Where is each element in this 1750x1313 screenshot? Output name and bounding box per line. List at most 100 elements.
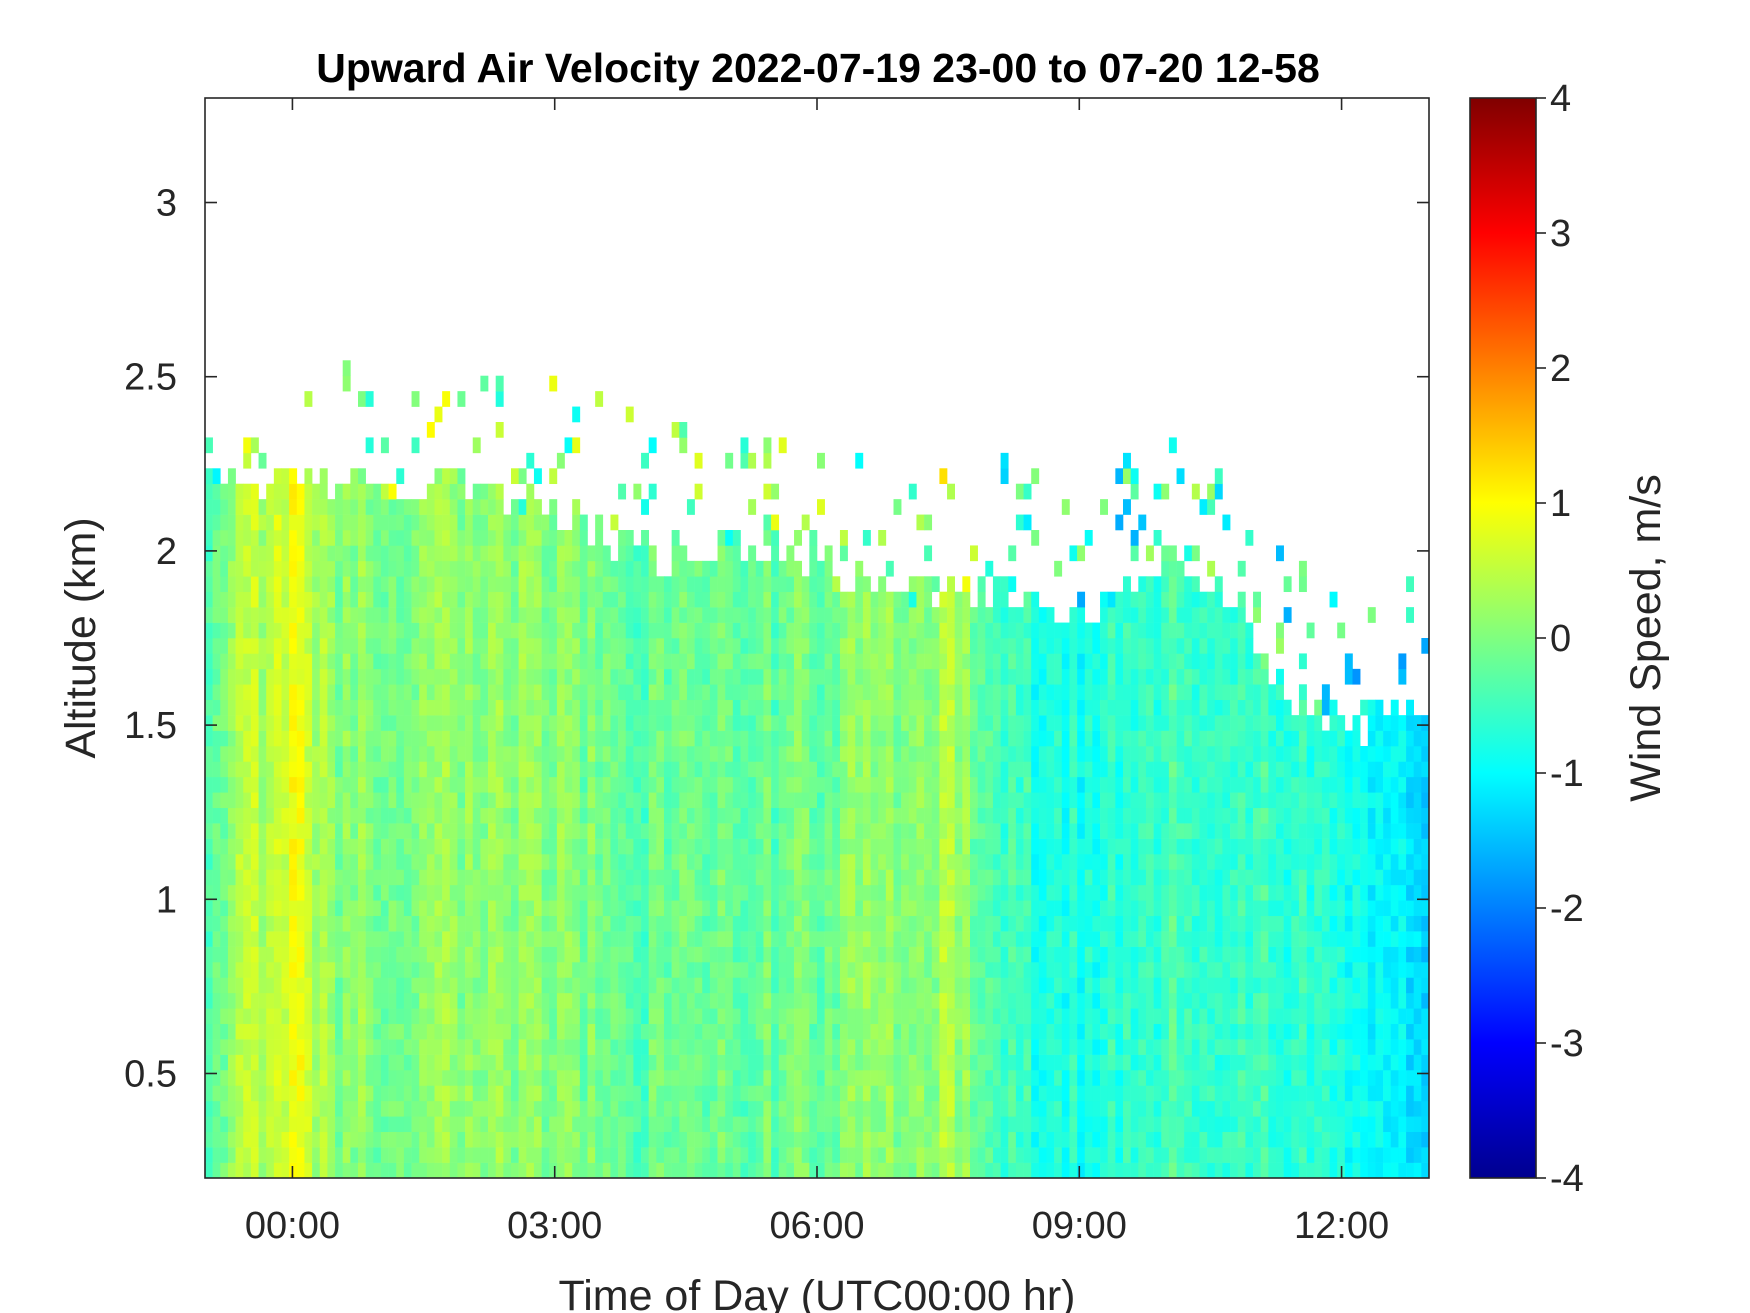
heatmap-cell <box>235 1100 244 1117</box>
heatmap-cell <box>380 1039 389 1055</box>
heatmap-cell <box>373 1070 382 1086</box>
heatmap-cell <box>664 931 672 947</box>
heatmap-cell <box>380 1100 389 1117</box>
heatmap-cell <box>472 560 481 577</box>
heatmap-cell <box>809 776 818 793</box>
heatmap-cell <box>434 1131 443 1148</box>
heatmap-cell <box>870 915 879 932</box>
heatmap-cell <box>434 591 443 608</box>
heatmap-cell <box>862 900 871 917</box>
heatmap-cell <box>388 977 397 994</box>
heatmap-cell <box>855 761 864 778</box>
heatmap-cell <box>763 668 772 685</box>
heatmap-cell <box>1100 792 1108 809</box>
heatmap-cell <box>1038 684 1047 701</box>
heatmap-cell <box>916 1147 925 1163</box>
heatmap-cell <box>304 854 313 870</box>
heatmap-cell <box>518 499 527 515</box>
heatmap-cell <box>358 792 366 809</box>
heatmap-cell <box>771 1070 780 1086</box>
heatmap-cell <box>648 1162 657 1179</box>
heatmap-cell <box>518 622 527 639</box>
heatmap-cell <box>763 900 772 917</box>
heatmap-cell <box>266 684 275 701</box>
heatmap-cell <box>495 1100 504 1117</box>
heatmap-cell <box>771 1039 780 1055</box>
heatmap-cell <box>939 807 948 824</box>
heatmap-cell <box>947 761 955 778</box>
heatmap-cell <box>480 1147 489 1163</box>
heatmap-cell <box>465 900 474 917</box>
heatmap-cell <box>380 807 389 824</box>
heatmap-cell <box>740 823 749 839</box>
heatmap-cell <box>342 375 351 392</box>
heatmap-cell <box>878 1070 887 1086</box>
heatmap-cell <box>885 1008 894 1025</box>
heatmap-cell <box>878 591 887 608</box>
heatmap-cell <box>212 1162 221 1179</box>
heatmap-cell <box>1008 807 1017 824</box>
heatmap-cell <box>664 992 672 1009</box>
heatmap-cell <box>365 823 374 839</box>
heatmap-cell <box>549 977 558 994</box>
heatmap-cell <box>549 715 558 731</box>
heatmap-cell <box>755 1147 764 1163</box>
heatmap-cell <box>1069 854 1078 870</box>
heatmap-cell <box>426 869 435 886</box>
heatmap-cell <box>442 468 451 485</box>
heatmap-cell <box>396 530 405 546</box>
heatmap-cell <box>579 730 588 747</box>
heatmap-cell <box>289 807 298 824</box>
heatmap-cell <box>442 992 451 1009</box>
heatmap-cell <box>556 900 565 917</box>
heatmap-cell <box>465 514 474 531</box>
heatmap-cell <box>572 730 581 747</box>
heatmap-cell <box>847 931 856 947</box>
heatmap-cell <box>495 1131 504 1148</box>
heatmap-cell <box>465 576 474 593</box>
heatmap-cell <box>625 776 634 793</box>
heatmap-cell <box>319 684 328 701</box>
heatmap-cell <box>679 715 688 731</box>
heatmap-cell <box>442 1162 451 1179</box>
heatmap-cell <box>970 1070 978 1086</box>
heatmap-cell <box>641 900 649 917</box>
heatmap-cell <box>809 1100 818 1117</box>
heatmap-cell <box>296 1162 305 1179</box>
heatmap-cell <box>1046 854 1055 870</box>
heatmap-cell <box>572 591 581 608</box>
heatmap-cell <box>220 946 229 963</box>
heatmap-cell <box>227 977 236 994</box>
heatmap-cell <box>931 776 940 793</box>
heatmap-cell <box>304 715 313 731</box>
heatmap-cell <box>1031 1008 1040 1025</box>
heatmap-cell <box>878 1054 887 1071</box>
heatmap-cell <box>449 638 458 654</box>
heatmap-cell <box>947 1131 955 1148</box>
heatmap-cell <box>1046 823 1055 839</box>
heatmap-cell <box>885 1085 894 1102</box>
heatmap-cell <box>1061 915 1070 932</box>
heatmap-cell <box>740 1147 749 1163</box>
heatmap-cell <box>373 715 382 731</box>
heatmap-cell <box>533 1039 542 1055</box>
heatmap-cell <box>304 668 313 685</box>
heatmap-cell <box>442 761 451 778</box>
heatmap-cell <box>771 776 780 793</box>
heatmap-cell <box>319 962 328 978</box>
heatmap-cell <box>679 699 688 716</box>
heatmap-cell <box>717 591 726 608</box>
heatmap-cell <box>610 1039 619 1055</box>
heatmap-cell <box>740 854 749 870</box>
heatmap-cell <box>426 761 435 778</box>
heatmap-cell <box>924 838 933 855</box>
heatmap-cell <box>495 992 504 1009</box>
heatmap-cell <box>243 746 252 762</box>
heatmap-cell <box>686 560 695 577</box>
heatmap-cell <box>855 591 864 608</box>
heatmap-cell <box>388 684 397 701</box>
heatmap-cell <box>1046 931 1055 947</box>
heatmap-cell <box>748 776 757 793</box>
heatmap-cell <box>258 823 267 839</box>
heatmap-cell <box>924 1100 933 1117</box>
